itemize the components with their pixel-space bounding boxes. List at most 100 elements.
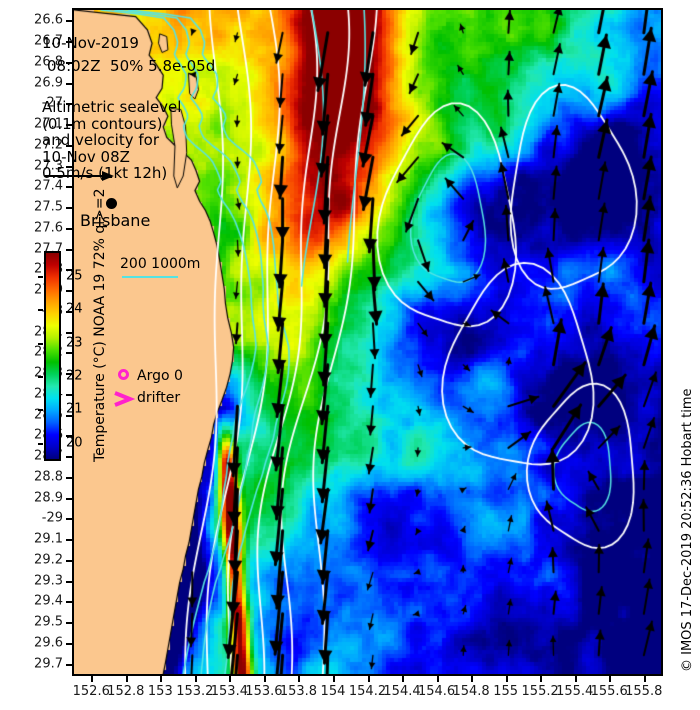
map-plot-area[interactable] bbox=[72, 8, 663, 676]
y-axis-label: -29 bbox=[41, 510, 63, 526]
y-axis-label: 29.1 bbox=[34, 531, 63, 547]
y-axis-tick bbox=[66, 227, 72, 230]
colorbar-tick-label: 23 bbox=[66, 335, 83, 351]
y-axis-tick bbox=[66, 248, 72, 251]
x-axis-tick bbox=[194, 676, 197, 682]
y-axis-tick bbox=[66, 559, 72, 562]
y-axis-tick bbox=[66, 20, 72, 23]
y-axis-label: 27.3 bbox=[34, 158, 63, 174]
x-axis-label: 155.6 bbox=[590, 684, 628, 699]
x-axis-tick bbox=[609, 676, 612, 682]
x-axis-tick bbox=[574, 676, 577, 682]
y-axis-label: 29.4 bbox=[34, 593, 63, 609]
colorbar-tick bbox=[38, 442, 43, 445]
y-axis-tick bbox=[66, 207, 72, 210]
y-axis-tick bbox=[66, 144, 72, 147]
x-axis-label: 154.8 bbox=[452, 684, 490, 699]
x-axis-tick bbox=[298, 676, 301, 682]
y-axis-label: 27.2 bbox=[34, 137, 63, 153]
x-axis-label: 154 bbox=[320, 684, 346, 699]
y-axis-label: 29.7 bbox=[34, 656, 63, 672]
x-axis-label: 153.8 bbox=[279, 684, 318, 699]
y-axis-tick bbox=[66, 580, 72, 583]
y-axis-tick bbox=[66, 165, 72, 168]
annotation-line-3: 10-Nov 08Z bbox=[42, 147, 130, 166]
x-axis-tick bbox=[125, 676, 128, 682]
annotation-line-2: and velocity for bbox=[42, 131, 160, 149]
x-axis-label: 152.8 bbox=[107, 684, 145, 699]
drifter-legend-label: drifter bbox=[137, 390, 181, 406]
y-axis-label: 26.8 bbox=[34, 54, 63, 70]
x-axis-label: 153.4 bbox=[210, 684, 248, 699]
y-axis-tick bbox=[66, 601, 72, 604]
title-date: 10-Nov-2019 bbox=[42, 34, 139, 52]
x-axis-label: 152.6 bbox=[72, 684, 110, 699]
velocity-scale-arrow-icon bbox=[45, 171, 114, 181]
bathymetry-legend-line bbox=[122, 276, 178, 278]
y-axis-tick bbox=[66, 518, 72, 521]
y-axis-tick bbox=[66, 373, 72, 376]
annotation-line-4: 0.5m/s (1kt 12h) bbox=[42, 164, 168, 182]
x-axis-label: 154.4 bbox=[383, 684, 421, 699]
y-axis-tick bbox=[66, 476, 72, 479]
credit-text: © IMOS 17-Dec-2019 20:52:36 Hobart time bbox=[680, 388, 695, 672]
colorbar-tick-label: 25 bbox=[66, 268, 83, 284]
x-axis-tick bbox=[643, 676, 646, 682]
y-axis-tick bbox=[66, 642, 72, 645]
x-axis-tick bbox=[160, 676, 163, 682]
y-axis-label: 27.4 bbox=[34, 178, 63, 194]
y-axis-tick bbox=[66, 663, 72, 666]
x-axis-label: 155.8 bbox=[625, 684, 663, 699]
y-axis-label: 29.2 bbox=[34, 552, 63, 568]
y-axis-tick bbox=[66, 331, 72, 334]
colorbar-tick bbox=[38, 376, 43, 378]
colorbar-tick bbox=[38, 409, 43, 412]
y-axis-tick bbox=[66, 124, 72, 127]
colorbar-gradient bbox=[46, 253, 59, 459]
colorbar-tick-label: 24 bbox=[66, 301, 83, 317]
colorbar-tick-label: 20 bbox=[66, 435, 83, 451]
y-axis-label: 27.5 bbox=[34, 199, 63, 215]
annotation-line-1: (0.1m contours) bbox=[42, 114, 163, 133]
y-axis-tick bbox=[66, 393, 72, 396]
colorbar-tick bbox=[38, 276, 43, 278]
x-axis-label: 154.2 bbox=[348, 684, 387, 699]
y-axis-label: 29.3 bbox=[34, 573, 63, 589]
x-axis-tick bbox=[263, 676, 266, 682]
y-axis-label: 27.1 bbox=[34, 116, 63, 132]
colorbar-title: Temperature (°C) NOAA 19 72% ql>=2 bbox=[92, 188, 108, 463]
y-axis-label: -27 bbox=[41, 95, 63, 111]
brisbane-marker bbox=[106, 198, 117, 209]
annotation-line-0: Altimetric sealevel bbox=[42, 98, 182, 116]
y-axis-label: 28.8 bbox=[34, 469, 63, 485]
y-axis-label: 28.9 bbox=[34, 490, 63, 506]
argo-marker-icon bbox=[118, 369, 129, 380]
x-axis-label: 153.2 bbox=[176, 684, 214, 699]
x-axis-label: 155.2 bbox=[521, 684, 559, 699]
y-axis-tick bbox=[66, 539, 72, 542]
colorbar-tick bbox=[38, 342, 43, 345]
y-axis-tick bbox=[66, 61, 72, 64]
x-axis-tick bbox=[505, 676, 508, 682]
y-axis-tick bbox=[66, 456, 72, 459]
y-axis-tick bbox=[66, 352, 72, 355]
x-axis-label: 154.6 bbox=[417, 684, 456, 699]
x-axis-label: 155.4 bbox=[556, 684, 594, 699]
x-axis-tick bbox=[436, 676, 439, 682]
x-axis-tick bbox=[402, 676, 405, 682]
bathymetry-legend-label: 200 1000m bbox=[120, 256, 201, 272]
y-axis-label: 26.6 bbox=[34, 12, 63, 28]
y-axis-tick bbox=[66, 310, 72, 313]
x-axis-label: 153.6 bbox=[245, 684, 283, 699]
x-axis-tick bbox=[229, 676, 232, 682]
brisbane-label: Brisbane bbox=[80, 211, 151, 230]
colorbar-tick bbox=[38, 309, 43, 312]
y-axis-label: 29.6 bbox=[34, 635, 63, 651]
y-axis-tick bbox=[66, 435, 72, 438]
y-axis-label: 27.6 bbox=[34, 220, 63, 236]
drifter-marker-icon bbox=[114, 391, 135, 407]
y-axis-tick bbox=[66, 414, 72, 417]
annotation-block: Altimetric sealevel (0.1m contours) and ve… bbox=[42, 99, 181, 182]
y-axis-tick bbox=[66, 622, 72, 625]
